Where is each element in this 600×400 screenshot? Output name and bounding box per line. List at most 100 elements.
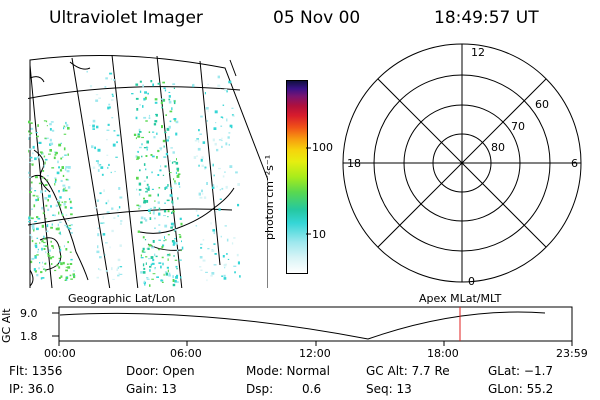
- speckle: [162, 244, 165, 247]
- speckle: [45, 251, 47, 254]
- speckle: [53, 214, 56, 217]
- speckle: [64, 201, 67, 203]
- speckle: [228, 80, 232, 84]
- speckle: [162, 174, 165, 176]
- speckle: [118, 187, 121, 190]
- speckle: [106, 211, 110, 213]
- speckle: [181, 246, 184, 250]
- speckle: [137, 230, 140, 233]
- speckle: [51, 256, 55, 258]
- speckle: [53, 156, 56, 160]
- speckle: [175, 120, 179, 124]
- speckle: [143, 217, 146, 220]
- speckle: [30, 260, 33, 264]
- speckle: [59, 248, 62, 252]
- speckle: [98, 164, 102, 166]
- speckle: [140, 254, 142, 257]
- speckle: [149, 284, 151, 287]
- altitude-tick-high: 9.0: [20, 307, 38, 320]
- speckle: [173, 161, 176, 163]
- speckle: [216, 148, 219, 152]
- speckle: [154, 120, 158, 123]
- speckle: [146, 188, 148, 191]
- speckle: [100, 166, 104, 169]
- speckle: [138, 128, 141, 132]
- speckle: [45, 120, 48, 123]
- speckle: [54, 269, 57, 272]
- speckle: [92, 166, 96, 169]
- speckle: [160, 279, 164, 282]
- speckle: [95, 99, 99, 102]
- speckle: [173, 255, 175, 257]
- speckle: [34, 255, 37, 259]
- speckle: [148, 244, 152, 247]
- speckle: [231, 125, 233, 129]
- speckle: [158, 207, 161, 211]
- speckle: [167, 258, 169, 261]
- speckle: [207, 248, 210, 250]
- speckle: [171, 161, 174, 164]
- speckle: [31, 236, 33, 239]
- speckle: [154, 253, 156, 257]
- speckle: [163, 215, 166, 217]
- speckle: [172, 203, 174, 206]
- altitude-tick-low: 1.8: [20, 330, 38, 343]
- speckle: [175, 132, 178, 136]
- speckle: [107, 123, 110, 126]
- speckle: [46, 179, 49, 181]
- speckle: [160, 148, 162, 151]
- speckle: [228, 143, 230, 146]
- speckle: [163, 98, 165, 102]
- speckle: [141, 155, 143, 158]
- speckle: [43, 241, 46, 244]
- speckle: [72, 275, 76, 277]
- speckle: [30, 187, 33, 190]
- geographic-label: Geographic Lat/Lon: [68, 292, 176, 305]
- speckle: [37, 198, 39, 201]
- speckle: [231, 242, 234, 245]
- speckle: [213, 231, 215, 235]
- speckle: [33, 227, 35, 231]
- speckle: [167, 210, 170, 213]
- speckle: [180, 276, 182, 279]
- speckle: [144, 96, 147, 100]
- speckle: [70, 213, 73, 216]
- speckle: [33, 268, 36, 271]
- speckle: [105, 270, 108, 272]
- speckle: [165, 186, 168, 189]
- speckle: [63, 133, 67, 135]
- speckle: [226, 238, 229, 242]
- speckle: [218, 139, 222, 141]
- speckle: [151, 278, 154, 280]
- speckle: [204, 92, 206, 95]
- speckle: [157, 174, 160, 176]
- speckle: [140, 216, 144, 220]
- speckle: [192, 83, 195, 87]
- speckle: [89, 85, 93, 88]
- speckle: [212, 163, 214, 167]
- speckle: [199, 256, 203, 259]
- lat-label-70: 70: [511, 120, 525, 133]
- speckle: [73, 270, 75, 272]
- speckle: [157, 149, 160, 153]
- speckle: [97, 169, 100, 172]
- speckle: [60, 255, 62, 258]
- speckle: [59, 221, 62, 223]
- speckle: [44, 184, 48, 186]
- speckle: [143, 147, 147, 149]
- speckle: [60, 142, 62, 144]
- speckle: [48, 153, 51, 155]
- speckle: [175, 171, 177, 175]
- speckle: [161, 106, 163, 109]
- speckle: [146, 200, 149, 203]
- speckle: [206, 120, 208, 122]
- speckle: [135, 137, 137, 140]
- speckle: [48, 249, 51, 252]
- speckle: [199, 196, 203, 199]
- speckle: [56, 171, 60, 175]
- speckle: [113, 217, 116, 219]
- speckle: [212, 184, 215, 187]
- speckle: [109, 72, 113, 75]
- speckle: [172, 275, 174, 279]
- speckle: [201, 164, 204, 167]
